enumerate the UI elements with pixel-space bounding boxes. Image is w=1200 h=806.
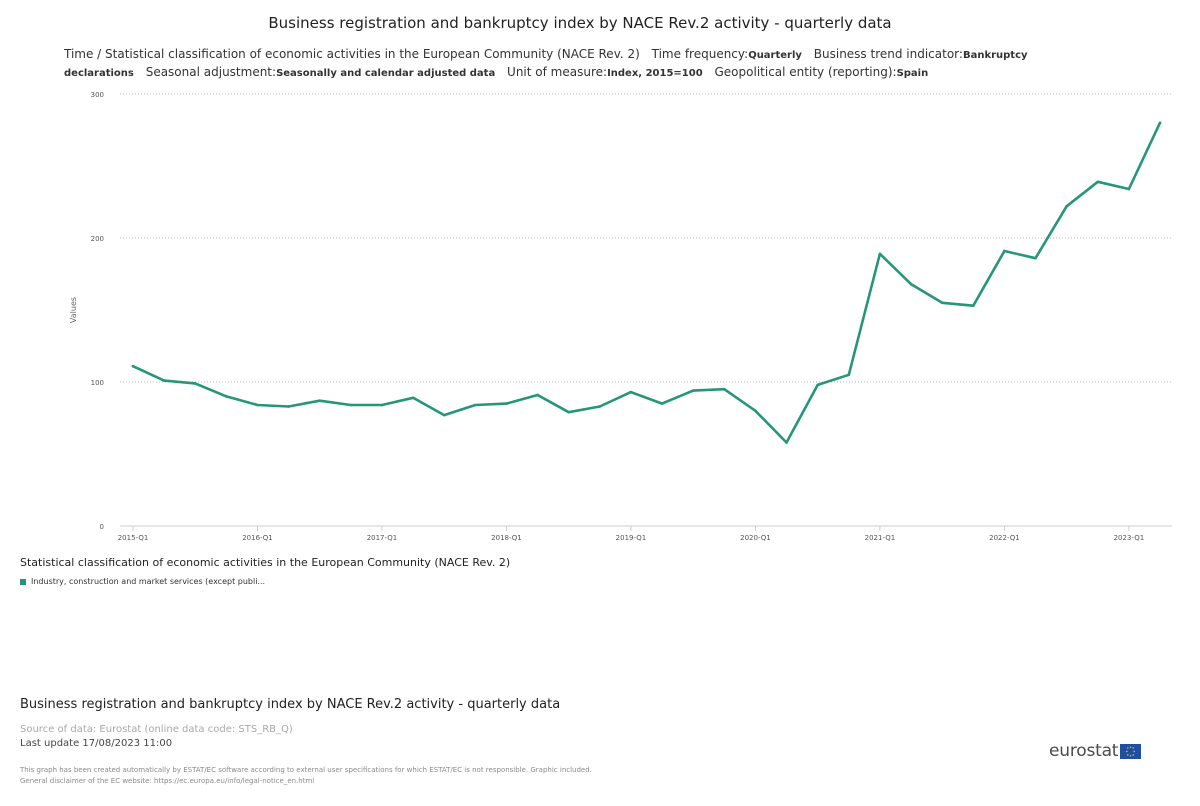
data-point	[162, 379, 166, 382]
data-point	[1034, 256, 1037, 260]
last-update-text: Last update 17/08/2023 11:00	[20, 738, 173, 749]
subtitle-indicator-value: Bankruptcy declarations	[64, 50, 1028, 79]
y-tick-label: 300	[91, 91, 104, 99]
x-tick-label: 2022-Q1	[989, 534, 1020, 542]
subtitle-dimensions: Time / Statistical classification of eco…	[64, 47, 640, 61]
data-point	[785, 441, 788, 444]
subtitle-frequency-label: Time frequency:	[651, 47, 749, 61]
y-axis-label: Values	[69, 297, 78, 323]
x-axis: 2015-Q1 2016-Q1 2017-Q1 2018-Q1 2019-Q1 2020-…	[118, 525, 1172, 542]
data-point	[940, 301, 944, 305]
legend-item-label: Industry, construction and market servic…	[31, 577, 266, 586]
y-tick-label: 200	[91, 235, 104, 243]
eurostat-logo: eurostat	[1049, 741, 1142, 761]
data-point	[287, 405, 290, 408]
data-point	[754, 409, 757, 413]
disclaimer-line-2: General disclaimer of the EC website: ht…	[20, 777, 315, 785]
disclaimer-line-1: This graph has been created automaticall…	[20, 766, 592, 774]
x-tick-label: 2015-Q1	[118, 534, 149, 542]
data-point	[131, 364, 135, 368]
subtitle-geo-label: Geopolitical entity (reporting):	[714, 65, 897, 79]
data-point	[536, 393, 539, 397]
x-tick-label: 2023-Q1	[1114, 534, 1145, 542]
data-point	[193, 382, 197, 385]
logo-text: eurostat	[1049, 741, 1119, 761]
data-point	[629, 390, 633, 394]
footer-title: Business registration and bankruptcy ind…	[20, 697, 561, 712]
subtitle-unit-value: Index, 2015=100	[607, 68, 703, 79]
disclaimer: This graph has been created automaticall…	[20, 765, 592, 787]
grid-layer	[120, 93, 1172, 383]
data-point	[442, 413, 446, 417]
legend-swatch	[20, 578, 26, 585]
x-tick-label: 2020-Q1	[740, 534, 771, 542]
data-point	[660, 402, 664, 405]
subtitle-indicator-label: Business trend indicator:	[813, 47, 963, 61]
subtitle-geo-value: Spain	[896, 68, 929, 79]
y-tick-label: 100	[91, 379, 104, 387]
series-layer	[131, 121, 1162, 444]
data-point	[256, 403, 259, 407]
data-point	[1127, 187, 1131, 191]
chart-subtitle: Time / Statistical classification of eco…	[64, 46, 1074, 82]
series-line	[131, 121, 1162, 444]
x-tick-label: 2017-Q1	[367, 534, 398, 542]
data-point	[691, 389, 695, 392]
y-tick-label: 0	[100, 523, 104, 531]
data-point	[349, 403, 353, 407]
x-tick-label: 2016-Q1	[242, 534, 273, 542]
data-point	[971, 304, 975, 307]
data-point	[847, 373, 851, 377]
chart-title: Business registration and bankruptcy ind…	[268, 14, 892, 32]
data-point	[1003, 249, 1006, 253]
data-point	[1096, 180, 1100, 184]
data-point	[1158, 121, 1162, 125]
y-axis: 0 100 200 300	[91, 91, 104, 531]
data-point	[598, 405, 602, 408]
x-tick-label: 2021-Q1	[865, 534, 896, 542]
data-point	[225, 395, 228, 398]
source-text: Source of data: Eurostat (online data co…	[20, 724, 293, 735]
subtitle-seasonal-label: Seasonal adjustment:	[145, 65, 277, 79]
data-point	[411, 396, 415, 400]
eu-flag-icon	[1120, 743, 1142, 759]
x-tick-label: 2018-Q1	[491, 534, 522, 542]
data-point	[723, 387, 726, 391]
data-point	[380, 403, 384, 407]
data-point	[318, 399, 322, 403]
data-point	[474, 403, 477, 407]
data-point	[909, 282, 913, 286]
subtitle-frequency-value: Quarterly	[748, 50, 802, 61]
data-point	[567, 410, 570, 414]
subtitle-seasonal-value: Seasonally and calendar adjusted data	[276, 68, 496, 79]
data-point	[1065, 205, 1068, 208]
legend-title: Statistical classification of economic a…	[20, 556, 511, 569]
subtitle-unit-label: Unit of measure:	[507, 65, 608, 79]
data-point	[505, 402, 508, 405]
data-point	[816, 383, 819, 387]
data-point	[878, 252, 882, 256]
x-tick-label: 2019-Q1	[616, 534, 647, 542]
legend-item[interactable]: Industry, construction and market servic…	[20, 577, 265, 586]
